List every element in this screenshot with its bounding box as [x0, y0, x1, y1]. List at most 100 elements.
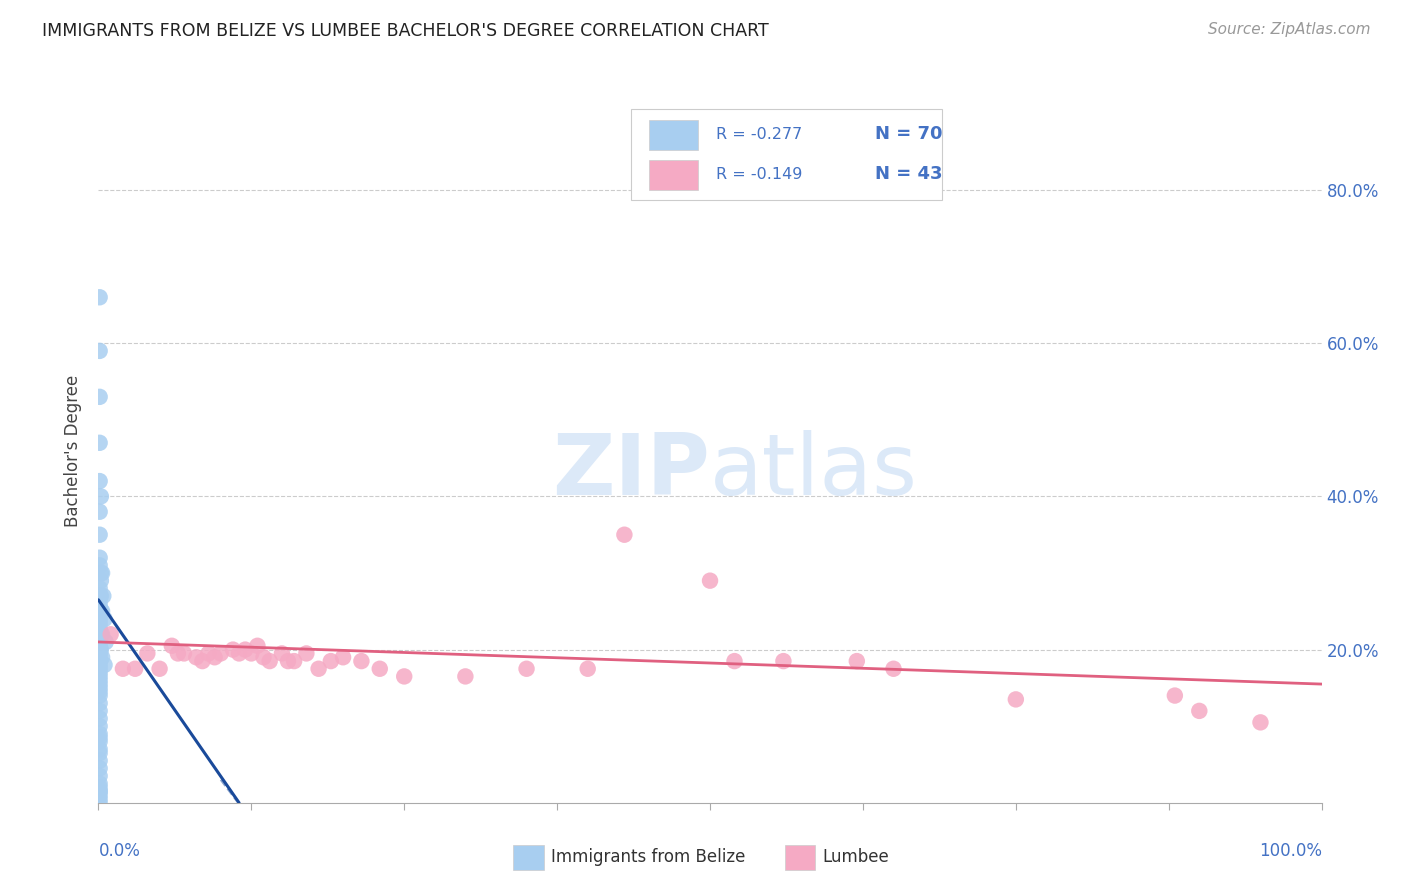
- Point: [89, 474, 111, 488]
- Point: [332, 650, 354, 665]
- Text: 100.0%: 100.0%: [1258, 841, 1322, 860]
- Point: [89, 788, 111, 802]
- Point: [270, 647, 294, 661]
- Point: [89, 684, 111, 698]
- Point: [1004, 692, 1026, 706]
- Point: [209, 647, 232, 661]
- Point: [197, 647, 219, 661]
- Point: [89, 505, 111, 519]
- Point: [89, 604, 111, 618]
- Point: [90, 627, 112, 641]
- Text: N = 70: N = 70: [875, 125, 942, 143]
- Point: [204, 650, 226, 665]
- Point: [186, 650, 208, 665]
- Point: [136, 647, 159, 661]
- Point: [89, 290, 111, 304]
- Point: [845, 654, 868, 668]
- Point: [89, 657, 111, 672]
- Point: [1188, 704, 1211, 718]
- Text: R = -0.149: R = -0.149: [716, 167, 803, 182]
- Text: 0.0%: 0.0%: [98, 841, 141, 860]
- Point: [699, 574, 721, 588]
- Point: [89, 742, 111, 756]
- FancyBboxPatch shape: [650, 161, 697, 190]
- Point: [252, 650, 274, 665]
- Point: [93, 612, 115, 626]
- Point: [89, 677, 111, 691]
- Point: [89, 681, 111, 695]
- Point: [89, 390, 111, 404]
- Point: [89, 600, 111, 615]
- Point: [89, 704, 111, 718]
- Point: [89, 662, 111, 676]
- Point: [89, 582, 111, 596]
- Text: IMMIGRANTS FROM BELIZE VS LUMBEE BACHELOR'S DEGREE CORRELATION CHART: IMMIGRANTS FROM BELIZE VS LUMBEE BACHELO…: [42, 22, 769, 40]
- Point: [89, 727, 111, 741]
- Point: [89, 558, 111, 573]
- Point: [89, 527, 111, 541]
- Point: [89, 435, 111, 450]
- Point: [222, 642, 245, 657]
- Point: [392, 669, 416, 683]
- Text: R = -0.277: R = -0.277: [716, 127, 803, 142]
- Point: [89, 696, 111, 710]
- Point: [89, 719, 111, 733]
- Point: [91, 604, 114, 618]
- Point: [723, 654, 745, 668]
- Text: atlas: atlas: [710, 430, 918, 513]
- Point: [240, 647, 263, 661]
- Point: [89, 642, 111, 657]
- Point: [91, 566, 114, 580]
- Point: [89, 615, 111, 630]
- Point: [613, 527, 636, 541]
- Point: [89, 669, 111, 683]
- Point: [173, 647, 195, 661]
- Point: [90, 490, 112, 504]
- Point: [89, 761, 111, 775]
- Point: [89, 635, 111, 649]
- Point: [89, 792, 111, 806]
- Point: [89, 597, 111, 611]
- Point: [89, 777, 111, 791]
- Point: [89, 689, 111, 703]
- Point: [89, 639, 111, 653]
- Point: [91, 627, 114, 641]
- Point: [89, 731, 111, 745]
- Point: [89, 650, 111, 665]
- Point: [368, 662, 391, 676]
- Point: [100, 627, 122, 641]
- Point: [350, 654, 373, 668]
- FancyBboxPatch shape: [650, 120, 697, 150]
- Point: [90, 604, 112, 618]
- Point: [89, 647, 111, 661]
- FancyBboxPatch shape: [630, 109, 942, 201]
- Point: [89, 746, 111, 760]
- Point: [89, 769, 111, 783]
- Text: Source: ZipAtlas.com: Source: ZipAtlas.com: [1208, 22, 1371, 37]
- Text: Immigrants from Belize: Immigrants from Belize: [551, 848, 745, 866]
- Point: [90, 574, 112, 588]
- Point: [89, 620, 111, 634]
- Point: [1164, 689, 1187, 703]
- Point: [124, 662, 146, 676]
- Point: [89, 612, 111, 626]
- Point: [89, 665, 111, 680]
- Point: [883, 662, 905, 676]
- Point: [259, 654, 281, 668]
- Point: [295, 647, 318, 661]
- Point: [246, 639, 269, 653]
- Point: [89, 624, 111, 638]
- Point: [111, 662, 134, 676]
- Point: [90, 589, 112, 603]
- Text: N = 43: N = 43: [875, 165, 942, 183]
- Point: [89, 784, 111, 798]
- Point: [515, 662, 537, 676]
- Point: [91, 589, 114, 603]
- Point: [89, 754, 111, 768]
- Point: [94, 635, 117, 649]
- Point: [308, 662, 330, 676]
- Point: [89, 784, 111, 798]
- Point: [149, 662, 172, 676]
- Point: [89, 712, 111, 726]
- Text: Lumbee: Lumbee: [823, 848, 889, 866]
